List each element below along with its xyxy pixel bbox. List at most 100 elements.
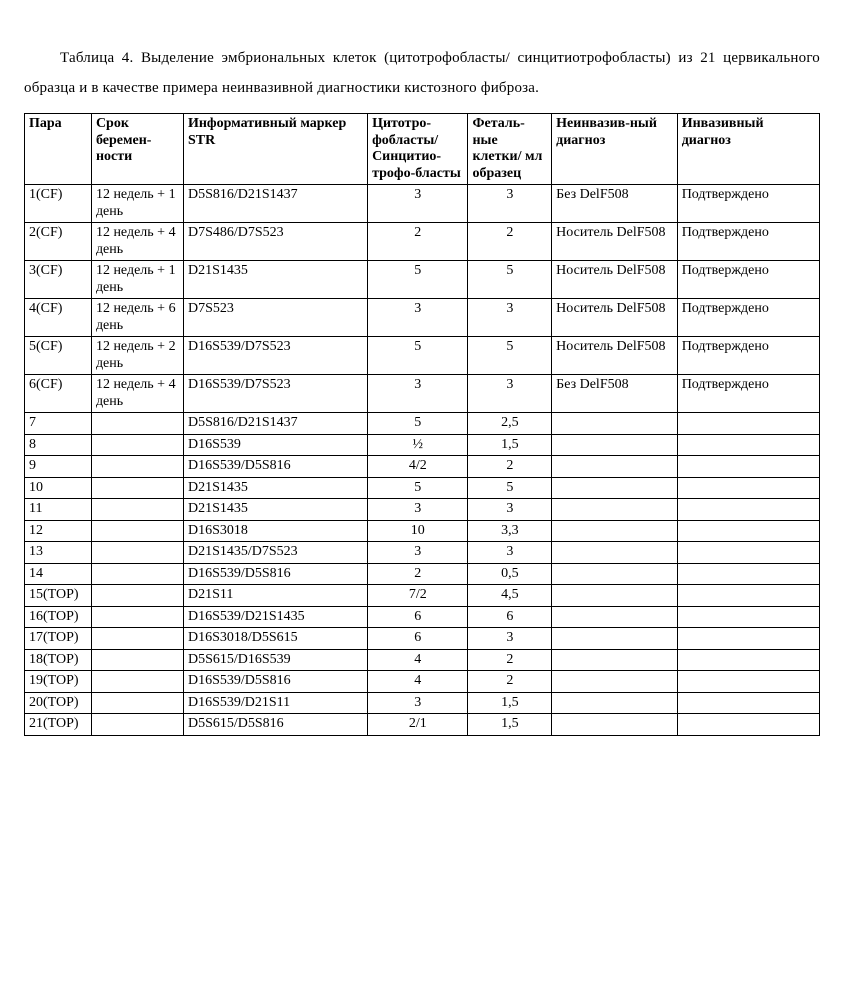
cell-5-3: 3 <box>368 375 468 413</box>
cell-4-0: 5(CF) <box>25 337 92 375</box>
cell-10-4: 3 <box>468 499 552 521</box>
cell-4-6: Подтверждено <box>677 337 819 375</box>
cell-1-1: 12 недель + 4 день <box>91 223 183 261</box>
cell-17-3: 4 <box>368 649 468 671</box>
cell-6-1 <box>91 413 183 435</box>
cell-0-4: 3 <box>468 185 552 223</box>
cell-10-6 <box>677 499 819 521</box>
cell-3-5: Носитель DelF508 <box>552 299 678 337</box>
cell-20-6 <box>677 714 819 736</box>
cell-1-0: 2(CF) <box>25 223 92 261</box>
cell-15-5 <box>552 606 678 628</box>
cell-19-0: 20(TOP) <box>25 692 92 714</box>
table-row: 10D21S143555 <box>25 477 820 499</box>
cell-16-1 <box>91 628 183 650</box>
cell-0-5: Без DelF508 <box>552 185 678 223</box>
cell-19-2: D16S539/D21S11 <box>183 692 367 714</box>
cell-13-1 <box>91 563 183 585</box>
cell-11-1 <box>91 520 183 542</box>
cell-11-5 <box>552 520 678 542</box>
cell-7-3: ½ <box>368 434 468 456</box>
cell-3-0: 4(CF) <box>25 299 92 337</box>
col-header-3: Цитотро-фобласты/ Синцитио-трофо-бласты <box>368 114 468 185</box>
cell-17-1 <box>91 649 183 671</box>
table-row: 19(TOP) D16S539/D5S81642 <box>25 671 820 693</box>
cell-9-5 <box>552 477 678 499</box>
table-row: 21(TOP)D5S615/D5S8162/11,5 <box>25 714 820 736</box>
cell-7-6 <box>677 434 819 456</box>
cell-5-0: 6(CF) <box>25 375 92 413</box>
cell-4-3: 5 <box>368 337 468 375</box>
cell-20-4: 1,5 <box>468 714 552 736</box>
cell-2-4: 5 <box>468 261 552 299</box>
cell-17-2: D5S615/D16S539 <box>183 649 367 671</box>
cell-19-5 <box>552 692 678 714</box>
cell-13-2: D16S539/D5S816 <box>183 563 367 585</box>
cell-0-0: 1(CF) <box>25 185 92 223</box>
cell-14-4: 4,5 <box>468 585 552 607</box>
table-row: 13D21S1435/D7S52333 <box>25 542 820 564</box>
cell-9-4: 5 <box>468 477 552 499</box>
cell-9-2: D21S1435 <box>183 477 367 499</box>
table-head: ПараСрок беремен-ностиИнформативный марк… <box>25 114 820 185</box>
cell-12-4: 3 <box>468 542 552 564</box>
cell-7-5 <box>552 434 678 456</box>
cell-1-2: D7S486/D7S523 <box>183 223 367 261</box>
cell-20-0: 21(TOP) <box>25 714 92 736</box>
cell-15-2: D16S539/D21S1435 <box>183 606 367 628</box>
table-row: 16(TOP)D16S539/D21S143566 <box>25 606 820 628</box>
cell-5-4: 3 <box>468 375 552 413</box>
col-header-4: Феталь-ные клетки/ мл образец <box>468 114 552 185</box>
col-header-1: Срок беремен-ности <box>91 114 183 185</box>
cell-3-1: 12 недель + 6 день <box>91 299 183 337</box>
data-table: ПараСрок беремен-ностиИнформативный марк… <box>24 113 820 736</box>
cell-10-0: 11 <box>25 499 92 521</box>
cell-18-0: 19(TOP) <box>25 671 92 693</box>
cell-16-4: 3 <box>468 628 552 650</box>
cell-16-2: D16S3018/D5S615 <box>183 628 367 650</box>
cell-18-4: 2 <box>468 671 552 693</box>
cell-14-6 <box>677 585 819 607</box>
table-row: 15(TOP)D21S117/24,5 <box>25 585 820 607</box>
cell-0-1: 12 недель + 1 день <box>91 185 183 223</box>
cell-3-2: D7S523 <box>183 299 367 337</box>
cell-20-1 <box>91 714 183 736</box>
cell-2-2: D21S1435 <box>183 261 367 299</box>
cell-1-3: 2 <box>368 223 468 261</box>
cell-2-5: Носитель DelF508 <box>552 261 678 299</box>
cell-11-0: 12 <box>25 520 92 542</box>
cell-8-3: 4/2 <box>368 456 468 478</box>
col-header-5: Неинвазив-ный диагноз <box>552 114 678 185</box>
col-header-0: Пара <box>25 114 92 185</box>
table-row: 4(CF)12 недель + 6 деньD7S52333Носитель … <box>25 299 820 337</box>
cell-9-6 <box>677 477 819 499</box>
cell-9-1 <box>91 477 183 499</box>
cell-1-5: Носитель DelF508 <box>552 223 678 261</box>
cell-8-0: 9 <box>25 456 92 478</box>
cell-6-0: 7 <box>25 413 92 435</box>
cell-0-3: 3 <box>368 185 468 223</box>
cell-10-1 <box>91 499 183 521</box>
cell-3-4: 3 <box>468 299 552 337</box>
table-row: 2(CF)12 недель + 4 деньD7S486/D7S52322Но… <box>25 223 820 261</box>
cell-15-3: 6 <box>368 606 468 628</box>
cell-15-0: 16(TOP) <box>25 606 92 628</box>
cell-16-3: 6 <box>368 628 468 650</box>
cell-19-4: 1,5 <box>468 692 552 714</box>
cell-8-6 <box>677 456 819 478</box>
cell-19-6 <box>677 692 819 714</box>
cell-19-3: 3 <box>368 692 468 714</box>
col-header-2: Информативный маркер STR <box>183 114 367 185</box>
cell-18-5 <box>552 671 678 693</box>
cell-5-1: 12 недель + 4 день <box>91 375 183 413</box>
cell-18-3: 4 <box>368 671 468 693</box>
table-row: 1(CF)12 недель + 1 деньD5S816/D21S143733… <box>25 185 820 223</box>
cell-2-1: 12 недель + 1 день <box>91 261 183 299</box>
cell-4-2: D16S539/D7S523 <box>183 337 367 375</box>
cell-4-1: 12 недель + 2 день <box>91 337 183 375</box>
cell-18-2: D16S539/D5S816 <box>183 671 367 693</box>
cell-10-3: 3 <box>368 499 468 521</box>
cell-14-0: 15(TOP) <box>25 585 92 607</box>
cell-14-3: 7/2 <box>368 585 468 607</box>
cell-4-5: Носитель DelF508 <box>552 337 678 375</box>
